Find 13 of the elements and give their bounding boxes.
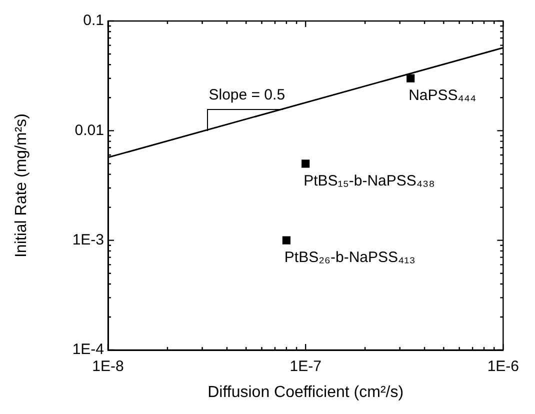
legend-label: NaPSS₄₄₄ bbox=[408, 86, 476, 104]
series-label: PtBS₁₅-b-NaPSS₄₃₈ bbox=[304, 172, 435, 190]
y-tick-label: 1E-3 bbox=[72, 231, 104, 248]
y-tick-label: 0.01 bbox=[74, 122, 104, 139]
y-tick-label: 0.1 bbox=[83, 12, 104, 30]
series-label: PtBS₂₆-b-NaPSS₄₁₃ bbox=[284, 248, 416, 266]
y-axis-title: Initial Rate (mg/m²s) bbox=[13, 113, 30, 258]
x-tick-label: 1E-8 bbox=[92, 358, 124, 376]
x-tick-label: 1E-6 bbox=[487, 358, 519, 376]
x-tick-label: 1E-7 bbox=[290, 358, 322, 376]
y-tick-label: 1E-4 bbox=[72, 341, 104, 358]
annotation: Slope = 0.5 bbox=[208, 86, 286, 104]
x-axis-title: Diffusion Coefficient (cm²/s) bbox=[208, 384, 404, 401]
